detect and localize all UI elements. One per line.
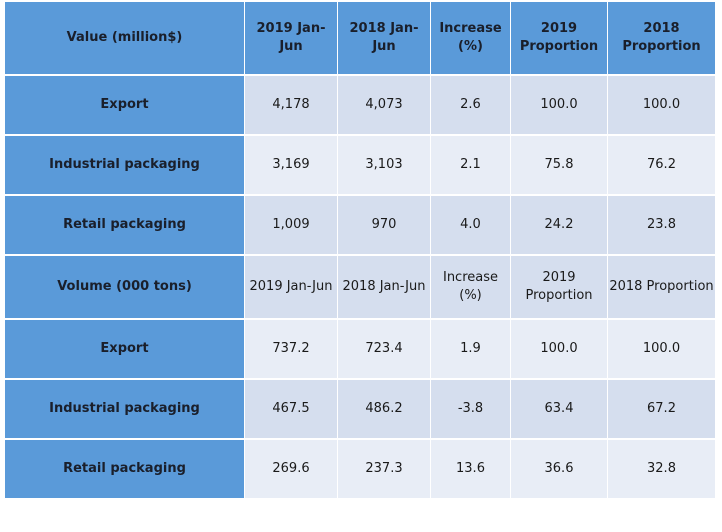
value-header-2019-proportion: 2019 Proportion xyxy=(511,2,608,76)
table-row: Retail packaging 269.6 237.3 13.6 36.6 3… xyxy=(5,440,715,500)
row-label: Retail packaging xyxy=(5,196,245,256)
table-cell: 3,169 xyxy=(245,136,338,196)
table-cell: 486.2 xyxy=(338,380,431,440)
table-cell: 23.8 xyxy=(608,196,715,256)
table-cell: 1.9 xyxy=(431,320,511,380)
table-cell: 32.8 xyxy=(608,440,715,500)
value-header-2019: 2019 Jan-Jun xyxy=(245,2,338,76)
table-cell: 100.0 xyxy=(511,76,608,136)
value-header-row: Value (million$) 2019 Jan-Jun 2018 Jan-J… xyxy=(5,2,715,76)
table-cell: 100.0 xyxy=(608,320,715,380)
volume-header-2018: 2018 Jan-Jun xyxy=(338,256,431,320)
row-label: Industrial packaging xyxy=(5,380,245,440)
row-label: Retail packaging xyxy=(5,440,245,500)
table-cell: 100.0 xyxy=(511,320,608,380)
volume-header-2019: 2019 Jan-Jun xyxy=(245,256,338,320)
table-cell: 2.6 xyxy=(431,76,511,136)
row-label: Export xyxy=(5,320,245,380)
table-cell: 2.1 xyxy=(431,136,511,196)
value-header-increase: Increase (%) xyxy=(431,2,511,76)
table-row: Industrial packaging 467.5 486.2 -3.8 63… xyxy=(5,380,715,440)
table-cell: 76.2 xyxy=(608,136,715,196)
table-cell: 1,009 xyxy=(245,196,338,256)
table-row: Export 737.2 723.4 1.9 100.0 100.0 xyxy=(5,320,715,380)
volume-header-2019-proportion: 2019 Proportion xyxy=(511,256,608,320)
value-header-2018-proportion: 2018 Proportion xyxy=(608,2,715,76)
volume-header-increase: Increase (%) xyxy=(431,256,511,320)
table-cell: 67.2 xyxy=(608,380,715,440)
table-cell: 467.5 xyxy=(245,380,338,440)
row-label: Industrial packaging xyxy=(5,136,245,196)
table-row: Industrial packaging 3,169 3,103 2.1 75.… xyxy=(5,136,715,196)
row-label: Export xyxy=(5,76,245,136)
volume-header-label: Volume (000 tons) xyxy=(5,256,245,320)
table-cell: 100.0 xyxy=(608,76,715,136)
table-cell: 13.6 xyxy=(431,440,511,500)
table-cell: 36.6 xyxy=(511,440,608,500)
table-cell: 63.4 xyxy=(511,380,608,440)
table-cell: 970 xyxy=(338,196,431,256)
volume-header-row: Volume (000 tons) 2019 Jan-Jun 2018 Jan-… xyxy=(5,256,715,320)
table-cell: 737.2 xyxy=(245,320,338,380)
table-row: Retail packaging 1,009 970 4.0 24.2 23.8 xyxy=(5,196,715,256)
table-cell: 24.2 xyxy=(511,196,608,256)
value-header-2018: 2018 Jan-Jun xyxy=(338,2,431,76)
table-cell: 3,103 xyxy=(338,136,431,196)
table-cell: 4,178 xyxy=(245,76,338,136)
volume-header-2018-proportion: 2018 Proportion xyxy=(608,256,715,320)
data-table-container: Value (million$) 2019 Jan-Jun 2018 Jan-J… xyxy=(5,2,715,500)
table-cell: 723.4 xyxy=(338,320,431,380)
export-data-table: Value (million$) 2019 Jan-Jun 2018 Jan-J… xyxy=(5,2,715,500)
table-cell: 75.8 xyxy=(511,136,608,196)
table-cell: -3.8 xyxy=(431,380,511,440)
table-cell: 4,073 xyxy=(338,76,431,136)
table-row: Export 4,178 4,073 2.6 100.0 100.0 xyxy=(5,76,715,136)
table-cell: 269.6 xyxy=(245,440,338,500)
table-cell: 4.0 xyxy=(431,196,511,256)
value-header-label: Value (million$) xyxy=(5,2,245,76)
table-cell: 237.3 xyxy=(338,440,431,500)
